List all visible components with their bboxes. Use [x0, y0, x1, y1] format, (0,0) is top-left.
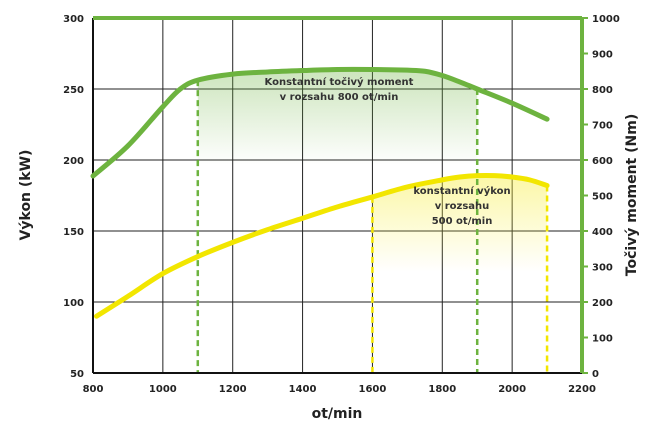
y-right-tick-label-100: 100 [592, 334, 613, 345]
series-lines [90, 66, 550, 319]
annotations: Konstantní točivý moment v rozsahu 800 ot… [265, 76, 511, 227]
y-left-tick-label-150: 150 [63, 227, 84, 238]
torque-series-line [90, 66, 550, 179]
power-series-line [93, 172, 550, 319]
y-right-tick-label-500: 500 [592, 192, 613, 203]
x-axis-title: ot/min [312, 406, 363, 422]
y-left-tick-label-300: 300 [63, 14, 84, 25]
y-right-tick-label-900: 900 [592, 50, 613, 61]
range-marker-lines [196, 80, 549, 373]
torque-range-fill [197, 69, 478, 166]
x-tick-label-1200: 1200 [219, 384, 247, 395]
x-tick-label-1400: 1400 [289, 384, 317, 395]
y-right-tick-label-200: 200 [592, 298, 613, 309]
x-tick-label-2200: 2200 [568, 384, 596, 395]
y-right-tick-label-400: 400 [592, 227, 613, 238]
y-left-tick-label-100: 100 [63, 298, 84, 309]
y-left-tick-label-50: 50 [70, 369, 84, 380]
x-tick-label-1000: 1000 [149, 384, 177, 395]
power-range-fill [372, 175, 548, 272]
y-right-tick-label-300: 300 [592, 263, 613, 274]
x-tick-label-2000: 2000 [498, 384, 526, 395]
x-tick-label-800: 800 [83, 384, 104, 395]
y-right-tick-label-1000: 1000 [592, 14, 620, 25]
x-tick-label-1600: 1600 [359, 384, 387, 395]
y-right-tick-label-700: 700 [592, 121, 613, 132]
annotation-1-line-2: v rozsahu 800 ot/min [280, 92, 399, 103]
annotation-1-line-1: Konstantní točivý moment [265, 76, 414, 88]
y-right-tick-label-0: 0 [592, 369, 599, 380]
x-tick-label-1800: 1800 [428, 384, 456, 395]
annotation-2-line-3: 500 ot/min [432, 216, 493, 227]
range-fills [197, 69, 548, 272]
annotation-2-line-1: konstantní výkon [413, 185, 510, 197]
right-axis-title: Točivý moment (Nm) [624, 114, 640, 276]
tick-labels: 800 1000 1200 1400 1600 1800 2000 2200501001502… [63, 14, 620, 395]
y-right-tick-label-600: 600 [592, 156, 613, 167]
annotation-2-line-2: v rozsahu [435, 201, 490, 212]
left-axis-title: Výkon (kW) [18, 150, 34, 241]
y-left-tick-label-200: 200 [63, 156, 84, 167]
y-right-tick-label-800: 800 [592, 85, 613, 96]
y-left-tick-label-250: 250 [63, 85, 84, 96]
